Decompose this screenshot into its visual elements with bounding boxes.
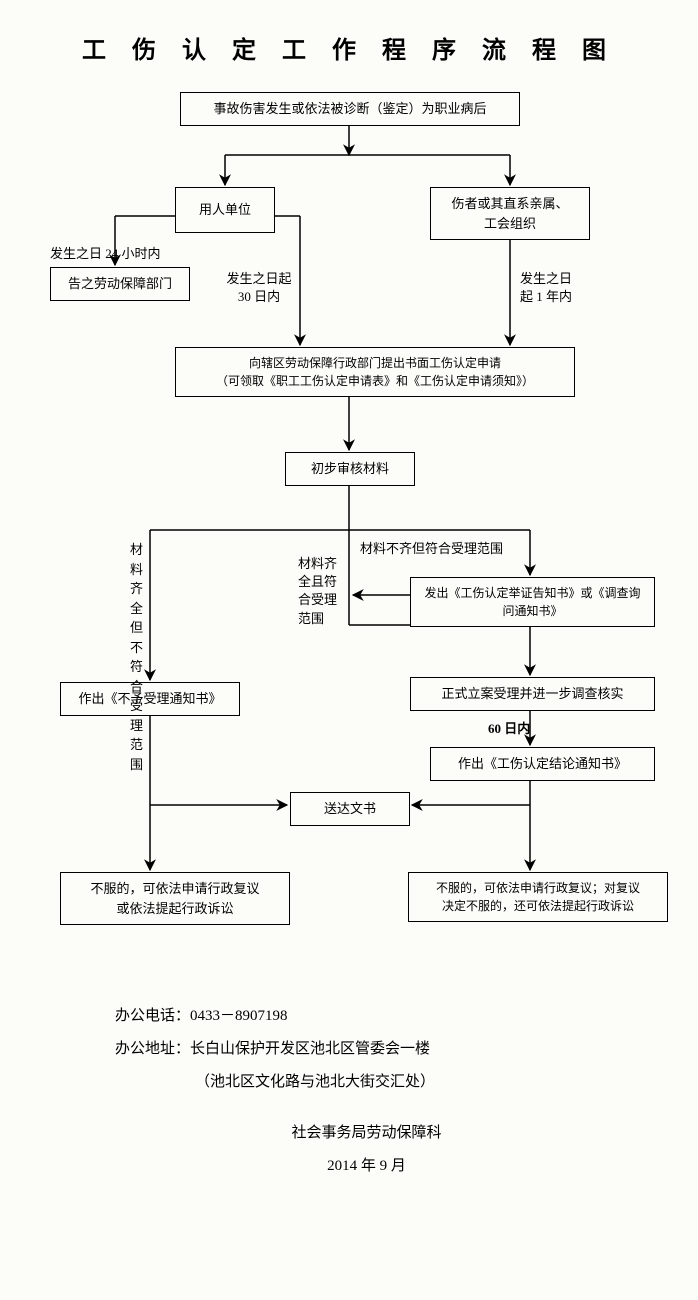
edge-full-noscope: 材料齐全但不符合受理范围 xyxy=(130,540,146,774)
node-injured-party: 伤者或其直系亲属、 工会组织 xyxy=(430,187,590,240)
edge-full-scope: 材料齐全且符合受理范围 xyxy=(298,555,346,628)
footer-phone: 办公电话：0433－8907198 xyxy=(115,1000,618,1033)
node-send-doc: 送达文书 xyxy=(290,792,410,826)
node-prelim-review: 初步审核材料 xyxy=(285,452,415,486)
node-formal-case: 正式立案受理并进一步调查核实 xyxy=(410,677,655,711)
edge-1y: 发生之日 起 1 年内 xyxy=(520,270,572,306)
footer-addr2: （池北区文化路与池北大街交汇处） xyxy=(115,1066,618,1099)
node-appeal1: 不服的，可依法申请行政复议 或依法提起行政诉讼 xyxy=(60,872,290,925)
node-start: 事故伤害发生或依法被诊断（鉴定）为职业病后 xyxy=(180,92,520,126)
node-apply: 向辖区劳动保障行政部门提出书面工伤认定申请 （可领取《职工工伤认定申请表》和《工… xyxy=(175,347,575,397)
edge-30d: 发生之日起 30 日内 xyxy=(215,270,303,306)
edge-24h: 发生之日 24 小时内 xyxy=(50,245,161,263)
footer: 办公电话：0433－8907198 办公地址：长白山保护开发区池北区管委会一楼 … xyxy=(115,1000,618,1183)
edge-incomplete: 材料不齐但符合受理范围 xyxy=(360,540,503,558)
footer-dept: 社会事务局劳动保障科 xyxy=(115,1117,618,1150)
node-employer: 用人单位 xyxy=(175,187,275,233)
node-issue-notice: 发出《工伤认定举证告知书》或《调查询问通知书》 xyxy=(410,577,655,627)
edge-60d: 60 日内 xyxy=(488,720,530,738)
footer-date: 2014 年 9 月 xyxy=(115,1150,618,1183)
footer-addr1: 办公地址：长白山保护开发区池北区管委会一楼 xyxy=(115,1033,618,1066)
node-conclusion: 作出《工伤认定结论通知书》 xyxy=(430,747,655,781)
node-notify-labor: 告之劳动保障部门 xyxy=(50,267,190,301)
page-title: 工 伤 认 定 工 作 程 序 流 程 图 xyxy=(0,0,698,85)
node-appeal2: 不服的，可依法申请行政复议；对复议 决定不服的，还可依法提起行政诉讼 xyxy=(408,872,668,922)
node-reject: 作出《不予受理通知书》 xyxy=(60,682,240,716)
